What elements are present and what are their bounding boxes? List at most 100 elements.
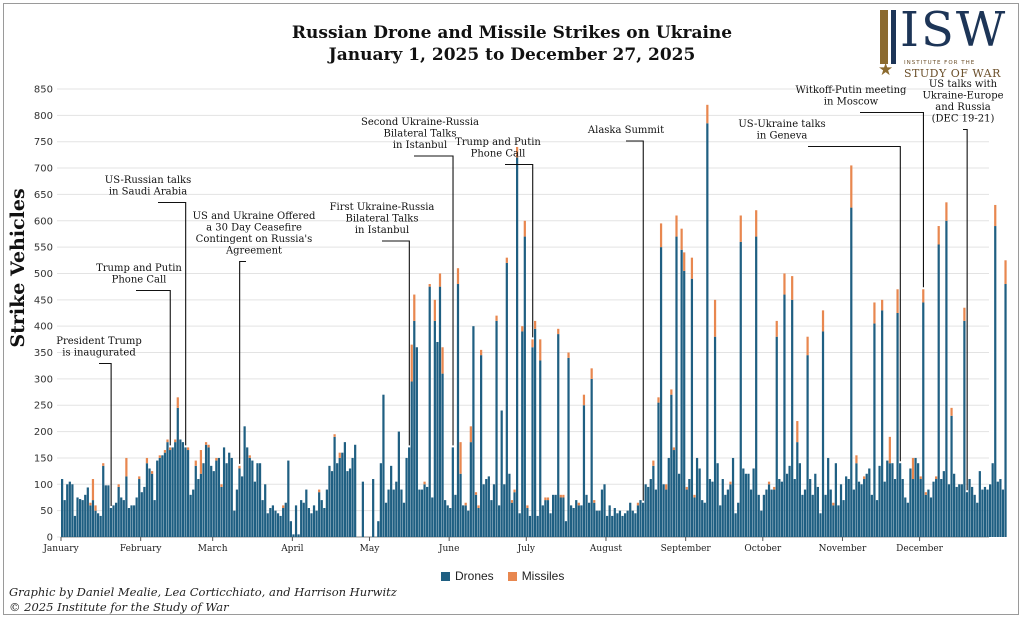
drone-bar <box>63 500 66 537</box>
drone-bar <box>266 513 269 537</box>
drone-bar <box>811 494 814 537</box>
drone-bar <box>909 468 912 537</box>
drone-bar <box>559 497 562 537</box>
annotation-line: Second Ukraine-Russia <box>361 117 479 128</box>
y-tick-label: 150 <box>34 453 53 464</box>
drone-bar <box>91 500 95 537</box>
drone-bar <box>693 497 696 537</box>
drone-bar <box>120 497 123 537</box>
drone-bar <box>428 286 431 537</box>
legend-item-missiles: Missiles <box>507 569 564 583</box>
missile-bar <box>410 344 413 382</box>
drone-bar <box>917 463 920 537</box>
drone-bar <box>485 479 488 537</box>
drone-bar <box>785 473 789 537</box>
drone-bar <box>611 515 614 537</box>
drone-bar <box>503 484 506 537</box>
missile-bar <box>652 460 655 466</box>
missile-bar <box>685 486 688 490</box>
drone-bar <box>536 515 539 537</box>
missile-bar <box>433 299 436 321</box>
legend: Drones Missiles <box>441 569 578 583</box>
drone-bar <box>89 505 92 537</box>
drone-bar <box>551 494 555 537</box>
drone-bar <box>580 505 583 537</box>
drone-bar <box>793 479 796 537</box>
drone-bar <box>1004 284 1007 537</box>
drone-bar <box>953 473 956 537</box>
drone-bar <box>189 494 192 537</box>
annotation-line: US and Ukraine Offered <box>193 211 316 222</box>
drone-bar <box>114 502 118 537</box>
y-tick-label: 650 <box>34 190 53 201</box>
missile-bar <box>729 481 732 485</box>
drone-bar <box>585 494 588 537</box>
drone-bar <box>809 479 812 537</box>
drone-bar <box>991 463 994 537</box>
annotation-line: Trump and Putin <box>455 137 541 148</box>
drone-bar <box>495 320 498 537</box>
drone-bar <box>773 489 776 537</box>
x-tick-label: May <box>360 544 381 554</box>
drone-bar <box>482 484 485 537</box>
drone-bar <box>305 489 308 537</box>
drone-bar <box>140 492 143 537</box>
drone-bar <box>549 513 552 537</box>
annotation-line: is inaugurated <box>62 348 136 359</box>
drone-bar <box>616 513 619 537</box>
y-tick-label: 800 <box>34 111 53 122</box>
drone-bar <box>590 378 593 537</box>
missile-bar <box>89 502 92 506</box>
drone-bar <box>886 460 889 537</box>
drone-bar <box>84 494 87 537</box>
drone-bar <box>857 481 861 537</box>
drone-bar <box>132 505 136 537</box>
missile-bar <box>567 352 570 358</box>
drone-bar <box>567 357 570 537</box>
x-tick-label: July <box>517 544 536 554</box>
missile-bar <box>117 484 120 487</box>
drone-bar <box>138 479 141 537</box>
drone-bar <box>174 442 177 537</box>
drone-bar <box>837 505 840 537</box>
drone-bar <box>431 497 434 537</box>
drone-bar <box>737 502 740 537</box>
drone-bar <box>472 326 475 537</box>
missile-bar <box>544 497 547 501</box>
missile-bar <box>935 476 938 480</box>
x-tick-label: December <box>896 544 944 554</box>
drone-bar <box>911 479 915 537</box>
y-tick-label: 750 <box>34 137 53 148</box>
missile-bar <box>1004 260 1007 285</box>
drone-bar <box>302 502 305 537</box>
drone-bar <box>749 489 753 537</box>
logo-institute-line: INSTITUTE FOR THE <box>904 60 976 66</box>
annotation-line: Contingent on Russia's <box>196 234 313 245</box>
drone-bar <box>978 471 981 537</box>
drone-bar <box>929 497 933 537</box>
annotation-line: Witkoff-Putin meeting <box>796 85 908 96</box>
drone-bar <box>420 489 424 537</box>
drone-bar <box>166 442 169 537</box>
drone-bar <box>274 510 277 537</box>
drone-bar <box>881 310 884 537</box>
drone-bar <box>562 497 565 537</box>
drone-bar <box>629 502 632 537</box>
drone-bar <box>197 479 200 537</box>
drone-bar <box>179 439 182 537</box>
missile-bar <box>922 289 925 303</box>
drone-bar <box>361 481 364 537</box>
missile-bar <box>755 210 758 237</box>
drone-bar <box>68 481 71 537</box>
drone-bar <box>767 484 771 537</box>
drone-bar <box>757 494 760 537</box>
drone-bar <box>721 479 724 537</box>
annotation-line: and Russia <box>935 102 990 113</box>
missile-bar <box>850 165 853 208</box>
annotation-label: US-Ukraine talks in Geneva <box>738 119 825 142</box>
drone-bar <box>528 515 532 537</box>
drone-bar <box>814 473 817 537</box>
drone-bar <box>824 494 827 537</box>
drone-bar <box>631 510 634 537</box>
annotation: US-Russian talks in Saudi Arabia <box>105 175 191 446</box>
